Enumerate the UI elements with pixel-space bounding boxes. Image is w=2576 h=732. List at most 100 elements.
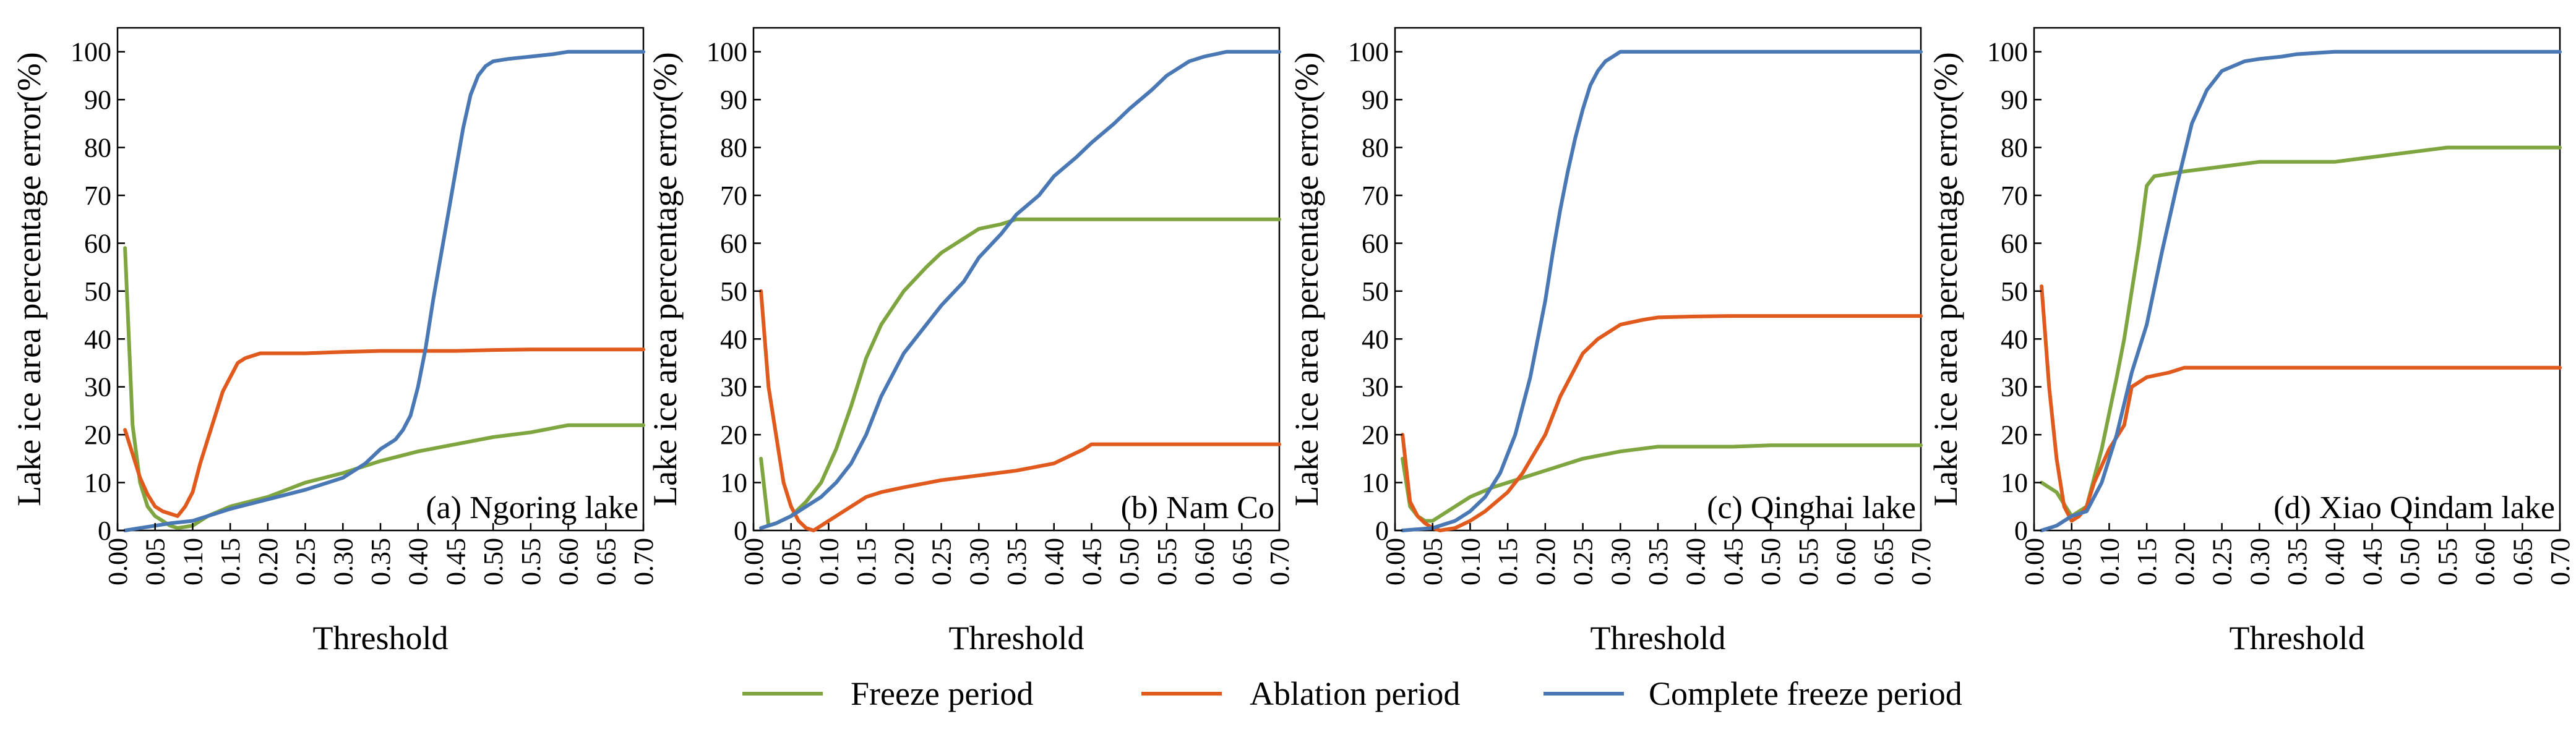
x-tick-label-c-0.15: 0.15 <box>1493 538 1523 585</box>
x-tick-label-a-0.25: 0.25 <box>291 538 321 585</box>
x-tick-label-c-0.50: 0.50 <box>1756 538 1786 585</box>
x-axis-title-b: Threshold <box>949 619 1084 657</box>
series-freeze-line-a <box>123 246 645 530</box>
series-ablation-line-a <box>123 347 645 518</box>
x-tick-label-b-0.50: 0.50 <box>1114 538 1144 585</box>
x-tick-label-b-0.35: 0.35 <box>1002 538 1032 585</box>
x-tick-label-d-0.65: 0.65 <box>2507 538 2538 585</box>
x-tick-label-a-0.65: 0.65 <box>591 538 621 585</box>
y-tick-label-a-60: 60 <box>84 228 111 258</box>
y-tick-label-b-40: 40 <box>720 324 747 354</box>
y-tick-label-b-50: 50 <box>720 276 747 307</box>
series-freeze-line-c <box>1401 443 1923 523</box>
x-tick-label-d-0.15: 0.15 <box>2132 538 2162 585</box>
y-tick-label-d-20: 20 <box>2001 420 2028 450</box>
x-tick-label-a-0.10: 0.10 <box>178 538 208 585</box>
x-tick-label-c-0.20: 0.20 <box>1531 538 1561 585</box>
y-tick-label-b-100: 100 <box>706 37 747 67</box>
x-tick-label-b-0.55: 0.55 <box>1152 538 1182 585</box>
series-complete-freeze-line-c <box>1401 49 1923 532</box>
y-tick-label-c-40: 40 <box>1362 324 1389 354</box>
y-tick-label-b-20: 20 <box>720 420 747 450</box>
y-tick-label-a-40: 40 <box>84 324 111 354</box>
y-tick-label-a-90: 90 <box>84 85 111 115</box>
y-tick-label-c-20: 20 <box>1362 420 1389 450</box>
x-tick-label-b-0.30: 0.30 <box>964 538 994 585</box>
y-axis-title-c: Lake ice area percentage error(%) <box>1288 52 1325 506</box>
x-tick-label-a-0.50: 0.50 <box>478 538 509 585</box>
y-tick-label-b-30: 30 <box>720 372 747 402</box>
x-tick-label-c-0.05: 0.05 <box>1418 538 1448 585</box>
y-tick-label-c-100: 100 <box>1348 37 1389 67</box>
x-tick-label-c-0.35: 0.35 <box>1643 538 1673 585</box>
x-tick-label-a-0.60: 0.60 <box>554 538 584 585</box>
x-tick-label-a-0.15: 0.15 <box>215 538 246 585</box>
x-tick-label-c-0.10: 0.10 <box>1455 538 1485 585</box>
x-tick-label-b-0.15: 0.15 <box>851 538 882 585</box>
y-tick-label-d-50: 50 <box>2001 276 2028 307</box>
x-tick-label-a-0.55: 0.55 <box>516 538 546 585</box>
x-tick-label-a-0.20: 0.20 <box>253 538 283 585</box>
panel-d: 0 10 20 30 40 50 60 70 80 90 100 0.00 0.05 0.10 0.15 0.… <box>1927 27 2575 657</box>
panel-label-c: (c) Qinghai lake <box>1707 490 1916 526</box>
series-complete-freeze-line-d <box>2040 49 2562 532</box>
panel-label-a: (a) Ngoring lake <box>426 490 638 526</box>
y-axis-title-a: Lake ice area percentage error(%) <box>11 52 48 506</box>
plot-frame-d <box>2033 27 2561 532</box>
x-tick-label-b-0.40: 0.40 <box>1039 538 1070 585</box>
y-tick-label-c-30: 30 <box>1362 372 1389 402</box>
x-tick-label-c-0.30: 0.30 <box>1605 538 1636 585</box>
x-tick-label-d-0.70: 0.70 <box>2545 538 2575 585</box>
y-tick-label-b-70: 70 <box>720 181 747 211</box>
x-tick-label-b-0.00: 0.00 <box>739 538 769 585</box>
x-tick-label-c-0.60: 0.60 <box>1831 538 1861 585</box>
y-axis-title-d: Lake ice area percentage error(%) <box>1927 52 1964 506</box>
x-tick-label-a-0.35: 0.35 <box>366 538 396 585</box>
y-tick-label-a-70: 70 <box>84 181 111 211</box>
x-tick-label-b-0.20: 0.20 <box>889 538 919 585</box>
x-tick-label-b-0.60: 0.60 <box>1190 538 1220 585</box>
y-tick-label-a-50: 50 <box>84 276 111 307</box>
x-tick-label-d-0.20: 0.20 <box>2170 538 2200 585</box>
y-tick-label-a-100: 100 <box>71 37 111 67</box>
x-tick-label-a-0.45: 0.45 <box>440 538 471 585</box>
panel-label-b: (b) Nam Co <box>1121 490 1274 526</box>
x-tick-label-a-0.40: 0.40 <box>403 538 434 585</box>
plot-frame-c <box>1394 27 1922 532</box>
y-tick-label-d-80: 80 <box>2001 133 2028 163</box>
x-axis-title-a: Threshold <box>313 619 449 657</box>
y-tick-label-c-60: 60 <box>1362 228 1389 258</box>
x-tick-label-d-0.30: 0.30 <box>2244 538 2275 585</box>
x-tick-label-c-0.45: 0.45 <box>1718 538 1748 585</box>
y-tick-label-c-70: 70 <box>1362 181 1389 211</box>
y-tick-label-d-90: 90 <box>2001 85 2028 115</box>
x-tick-label-b-0.10: 0.10 <box>814 538 844 585</box>
y-tick-label-d-30: 30 <box>2001 372 2028 402</box>
legend-label-complete-freeze: Complete freeze period <box>1649 675 1962 712</box>
x-tick-label-d-0.00: 0.00 <box>2019 538 2050 585</box>
y-tick-label-a-30: 30 <box>84 372 111 402</box>
x-tick-label-a-0.00: 0.00 <box>103 538 133 585</box>
x-tick-label-d-0.05: 0.05 <box>2057 538 2087 585</box>
x-tick-label-a-0.05: 0.05 <box>140 538 171 585</box>
x-tick-label-d-0.40: 0.40 <box>2320 538 2350 585</box>
x-tick-label-d-0.55: 0.55 <box>2432 538 2463 585</box>
x-tick-label-c-0.00: 0.00 <box>1380 538 1410 585</box>
y-tick-label-a-10: 10 <box>84 468 111 498</box>
x-tick-label-b-0.70: 0.70 <box>1264 538 1295 585</box>
x-tick-label-c-0.55: 0.55 <box>1793 538 1824 585</box>
y-tick-label-b-0: 0 <box>734 516 747 546</box>
y-tick-label-c-50: 50 <box>1362 276 1389 307</box>
panel-c: 0 10 20 30 40 50 60 70 80 90 100 0.00 0.05 0.10 0.15 0.… <box>1288 27 1936 657</box>
legend-label-ablation: Ablation period <box>1250 675 1460 712</box>
y-tick-label-d-0: 0 <box>2014 516 2028 546</box>
y-tick-label-b-80: 80 <box>720 133 747 163</box>
x-tick-label-a-0.70: 0.70 <box>629 538 659 585</box>
x-tick-label-c-0.65: 0.65 <box>1868 538 1899 585</box>
y-tick-label-a-80: 80 <box>84 133 111 163</box>
legend-label-freeze: Freeze period <box>851 675 1033 712</box>
x-tick-label-c-0.70: 0.70 <box>1906 538 1936 585</box>
y-tick-label-c-90: 90 <box>1362 85 1389 115</box>
